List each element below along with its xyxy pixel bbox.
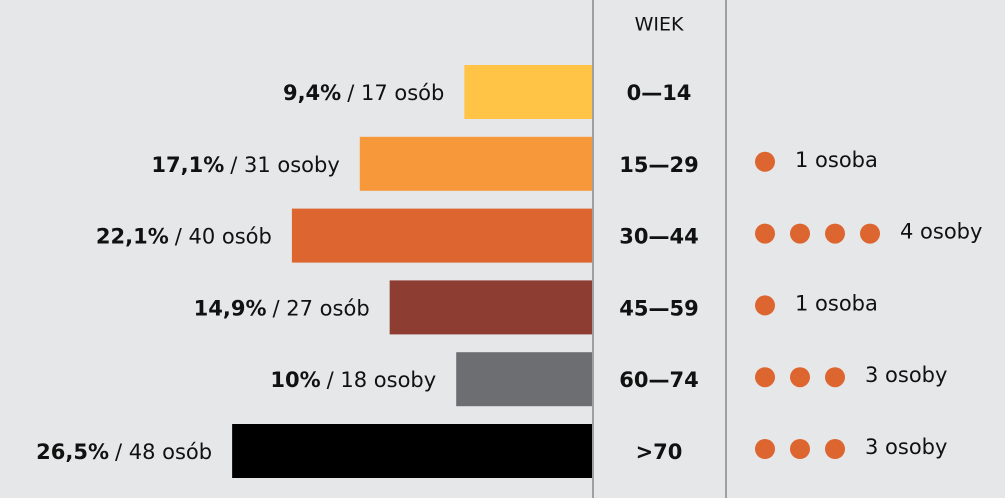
bar-label: 22,1%/ 40 osób [96,225,272,249]
age-label: 45—59 [619,296,698,320]
dot [790,223,810,244]
count-label: / 48 osób [115,440,212,464]
dot [825,367,845,388]
dot [860,223,880,244]
dot [825,439,845,459]
count-label: / 31 osoby [230,153,340,177]
dot-label: 4 osoby [900,220,982,244]
dot [755,439,775,459]
count-label: / 18 osoby [327,368,437,392]
bar [389,280,592,335]
dot [790,367,810,388]
bar [232,424,592,478]
dot-label: 3 osoby [865,435,947,459]
bar [359,136,592,191]
age-label: 60—74 [619,368,698,392]
dot [755,151,775,172]
value-label: 14,9% [194,296,267,320]
dot [755,295,775,316]
value-label: 9,4% [283,81,341,105]
value-label: 22,1% [96,225,169,249]
count-label: / 17 osób [347,81,444,105]
value-label: 26,5% [36,440,109,464]
bar-label: 10% / 18 osoby [270,368,436,392]
value-label: 17,1% [151,153,224,177]
dot [790,439,810,459]
bar [464,65,592,119]
age-label: 0—14 [627,81,692,105]
axis-label: WIEK [635,14,684,36]
dot [755,367,775,388]
dot [825,223,845,244]
age-label: 30—44 [619,225,698,249]
bar-label: 9,4%/ 17 osób [283,81,444,105]
dot-label: 1 osoba [795,291,878,315]
age-label: >70 [636,440,683,464]
bar-label: 26,5%/ 48 osób [36,440,212,464]
count-label: / 40 osób [175,225,272,249]
dot-label: 1 osoba [795,148,878,172]
count-label: / 27 osób [273,296,370,320]
value-label: 10% [270,368,320,392]
bar [291,208,592,263]
bar [456,352,592,407]
age-label: 15—29 [619,153,698,177]
dot [755,223,775,244]
dot-label: 3 osoby [865,363,947,387]
bar-label: 14,9%/ 27 osób [194,296,370,320]
bar-label: 17,1%/ 31 osoby [151,153,339,177]
